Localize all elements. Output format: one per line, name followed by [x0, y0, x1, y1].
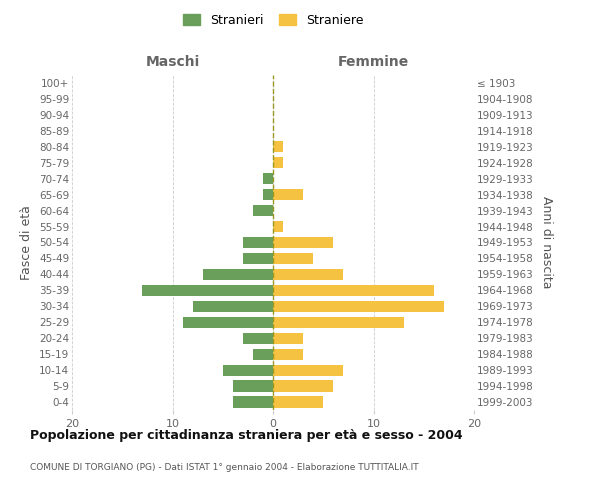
Bar	[263, 189, 273, 200]
Bar	[182, 316, 273, 328]
Bar	[273, 269, 343, 280]
Bar	[233, 380, 273, 392]
Bar	[253, 348, 273, 360]
Bar	[273, 253, 313, 264]
Bar	[142, 285, 273, 296]
Bar	[253, 205, 273, 216]
Text: COMUNE DI TORGIANO (PG) - Dati ISTAT 1° gennaio 2004 - Elaborazione TUTTITALIA.I: COMUNE DI TORGIANO (PG) - Dati ISTAT 1° …	[30, 464, 419, 472]
Bar	[273, 332, 303, 344]
Bar	[273, 221, 283, 232]
Bar	[273, 141, 283, 152]
Bar	[223, 364, 273, 376]
Bar	[273, 237, 334, 248]
Bar	[273, 380, 334, 392]
Bar	[273, 348, 303, 360]
Bar	[273, 157, 283, 168]
Legend: Stranieri, Straniere: Stranieri, Straniere	[178, 8, 368, 32]
Bar	[273, 316, 404, 328]
Text: Femmine: Femmine	[338, 54, 409, 68]
Text: Popolazione per cittadinanza straniera per età e sesso - 2004: Popolazione per cittadinanza straniera p…	[30, 430, 463, 442]
Y-axis label: Fasce di età: Fasce di età	[20, 205, 34, 280]
Bar	[233, 396, 273, 407]
Bar	[273, 300, 444, 312]
Bar	[203, 269, 273, 280]
Bar	[243, 332, 273, 344]
Bar	[263, 173, 273, 184]
Bar	[273, 285, 434, 296]
Y-axis label: Anni di nascita: Anni di nascita	[540, 196, 553, 289]
Bar	[193, 300, 273, 312]
Bar	[243, 253, 273, 264]
Bar	[243, 237, 273, 248]
Bar	[273, 189, 303, 200]
Bar	[273, 396, 323, 407]
Bar	[273, 364, 343, 376]
Text: Maschi: Maschi	[145, 54, 200, 68]
